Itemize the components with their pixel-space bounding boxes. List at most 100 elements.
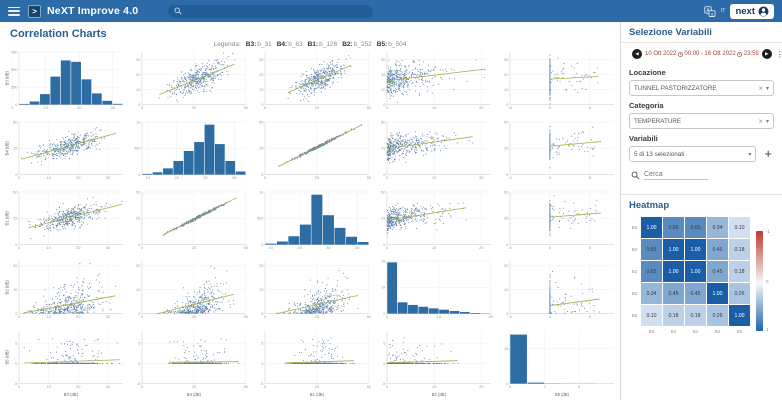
account-label: next — [735, 5, 755, 17]
matrix-cell-B3-B2[interactable]: 0 10 20 0 10 20 30 — [372, 49, 495, 119]
add-variable-button[interactable]: + — [764, 146, 772, 161]
matrix-cell-B1-B2[interactable]: 0 10 20 0 25 50 — [372, 189, 495, 259]
chevron-down-icon[interactable]: ▾ — [765, 118, 769, 125]
svg-text:10: 10 — [432, 175, 437, 180]
svg-text:0: 0 — [141, 245, 144, 250]
svg-text:0: 0 — [384, 172, 387, 177]
svg-text:-5: -5 — [137, 381, 141, 386]
matrix-cell-B2-B3[interactable]: 0 10 20 30 0 10 20 B2 (dB) — [4, 258, 127, 328]
matrix-cell-B2-B1[interactable]: 0 25 50 0 10 20 — [250, 258, 373, 328]
clock-icon — [677, 51, 683, 57]
svg-text:20: 20 — [76, 175, 81, 180]
date-prev-button[interactable]: ◀ — [632, 49, 642, 59]
matrix-cell-B3-B1[interactable]: 0 25 50 0 10 20 30 — [250, 49, 373, 119]
heatmap-cell-B1-B2: 0.45 — [707, 261, 728, 282]
matrix-cell-B1-B5[interactable]: -5 0 5 0 25 50 — [495, 189, 618, 259]
matrix-cell-B4-B3[interactable]: 0 10 20 30 0 25 50 B4 (dB) — [4, 119, 127, 189]
svg-text:0: 0 — [15, 172, 18, 177]
date-from: 10 Ott 2022 — [645, 51, 677, 57]
more-options-icon[interactable]: ⋮ — [775, 49, 782, 59]
heatmap-cell-B1-B4: 1.00 — [663, 261, 684, 282]
heatmap-title: Heatmap — [629, 200, 670, 211]
svg-text:20: 20 — [259, 72, 264, 77]
chevron-down-icon[interactable]: ▾ — [765, 85, 769, 92]
svg-text:B2 (dB): B2 (dB) — [432, 392, 447, 397]
date-next-button[interactable]: ▶ — [761, 49, 772, 59]
chevron-down-icon[interactable]: ▾ — [748, 151, 752, 158]
locazione-select[interactable]: TUNNEL PASTORIZZATORE × ▾ — [629, 80, 774, 96]
matrix-cell-B2-B4[interactable]: 0 25 50 0 10 20 — [127, 258, 250, 328]
matrix-cell-B1-B3[interactable]: 0 10 20 30 0 25 50 B1 (dB) — [4, 189, 127, 259]
menu-icon[interactable] — [8, 6, 20, 16]
translate-icon[interactable]: A a — [703, 5, 716, 17]
svg-text:25: 25 — [259, 146, 264, 151]
svg-text:20: 20 — [174, 175, 179, 180]
search-icon — [174, 7, 182, 15]
clear-icon[interactable]: × — [758, 83, 763, 93]
svg-text:10: 10 — [136, 288, 141, 293]
svg-text:2k: 2k — [504, 346, 509, 351]
matrix-cell-B4-B4[interactable]: 10 20 30 40 0 500 1k — [127, 119, 250, 189]
matrix-cell-B4-B1[interactable]: 0 25 50 0 25 50 — [250, 119, 373, 189]
svg-text:0: 0 — [384, 311, 387, 316]
svg-text:0: 0 — [11, 105, 14, 110]
legend-value: b_31 — [257, 41, 272, 48]
search-input[interactable] — [186, 6, 368, 16]
heatmap-row-label: B5 — [631, 313, 638, 318]
variabili-select[interactable]: 5 di 13 selezionati ▾ — [629, 146, 757, 162]
svg-text:-5: -5 — [508, 175, 512, 180]
matrix-cell-B3-B3[interactable]: 0 10 20 30 0 250 500 750 B3 (dB) — [4, 49, 127, 119]
matrix-cell-B1-B4[interactable]: 0 25 50 0 25 50 — [127, 189, 250, 259]
variabili-value: 5 di 13 selezionati — [634, 150, 685, 158]
svg-text:10: 10 — [46, 245, 51, 250]
matrix-cell-B4-B5[interactable]: -5 0 5 0 25 50 — [495, 119, 618, 189]
matrix-cell-B4-B2[interactable]: 0 10 20 0 25 50 — [372, 119, 495, 189]
locazione-value: TUNNEL PASTORIZZATORE — [634, 84, 717, 92]
svg-text:B1 (dB): B1 (dB) — [5, 210, 10, 225]
matrix-cell-B1-B1[interactable]: 10 20 30 40 0 500 1k — [250, 189, 373, 259]
variabili-label: Variabili — [629, 134, 658, 143]
heatmap-cell-B5-B5: 1.00 — [729, 305, 750, 326]
clear-icon[interactable]: × — [758, 116, 763, 126]
heatmap-col-label: B2 — [714, 329, 721, 334]
svg-text:0: 0 — [18, 245, 21, 250]
heatmap-cell-B5-B1: 0.18 — [685, 305, 706, 326]
svg-text:0: 0 — [384, 242, 387, 247]
matrix-cell-B5-B4[interactable]: 0 25 50 -5 0 5 B4 (dB) — [127, 328, 250, 398]
svg-text:20: 20 — [479, 105, 484, 110]
svg-text:20: 20 — [297, 245, 302, 250]
svg-text:20: 20 — [259, 264, 264, 269]
matrix-cell-B5-B2[interactable]: 0 10 20 -5 0 5 B2 (dB) — [372, 328, 495, 398]
svg-text:0: 0 — [263, 175, 266, 180]
svg-text:10: 10 — [381, 87, 386, 92]
matrix-cell-B5-B3[interactable]: 0 10 20 30 -5 0 5 B5 (dB) B3 (dB) — [4, 328, 127, 398]
svg-text:0: 0 — [261, 361, 264, 366]
matrix-cell-B5-B1[interactable]: 0 25 50 -5 0 5 B1 (dB) — [250, 328, 373, 398]
svg-text:0: 0 — [506, 242, 509, 247]
account-button[interactable]: next — [730, 3, 774, 19]
matrix-cell-B3-B4[interactable]: 0 25 50 0 10 20 30 — [127, 49, 250, 119]
matrix-cell-B2-B2[interactable]: 0 10 20 0 1k 2k — [372, 258, 495, 328]
svg-text:20: 20 — [77, 105, 82, 110]
categoria-select[interactable]: TEMPERATURE × ▾ — [629, 113, 774, 129]
legend-key: B3: — [245, 41, 257, 48]
svg-text:0: 0 — [18, 175, 21, 180]
heatmap-colorbar: -1 0 1 — [756, 229, 774, 332]
topbar-actions: A a IT next — [703, 3, 774, 19]
matrix-cell-B2-B5[interactable]: -5 0 5 0 10 20 — [495, 258, 618, 328]
svg-text:50: 50 — [243, 105, 248, 110]
svg-text:10: 10 — [432, 245, 437, 250]
svg-text:30: 30 — [111, 105, 116, 110]
date-range-label[interactable]: 10 Ott 2022 00:00 - 16 Ott 2022 23:59 — [645, 51, 759, 57]
svg-text:a: a — [710, 11, 713, 16]
global-search[interactable] — [168, 4, 374, 18]
search-icon — [631, 171, 640, 180]
svg-text:750: 750 — [11, 49, 18, 54]
legend-value: b_252 — [353, 41, 372, 48]
heatmap-col-label: B3 — [648, 329, 655, 334]
heatmap[interactable]: B3 1.00 0.65 0.65 0.34 0.10 B4 0.65 1.00 1.00 0.45… — [629, 217, 774, 348]
matrix-cell-B5-B5[interactable]: 0 2 4 0 2k B5 (dB) — [495, 328, 618, 398]
svg-text:0: 0 — [384, 361, 387, 366]
matrix-cell-B3-B5[interactable]: -5 0 5 0 10 20 30 — [495, 49, 618, 119]
variable-search-input[interactable] — [644, 171, 708, 180]
